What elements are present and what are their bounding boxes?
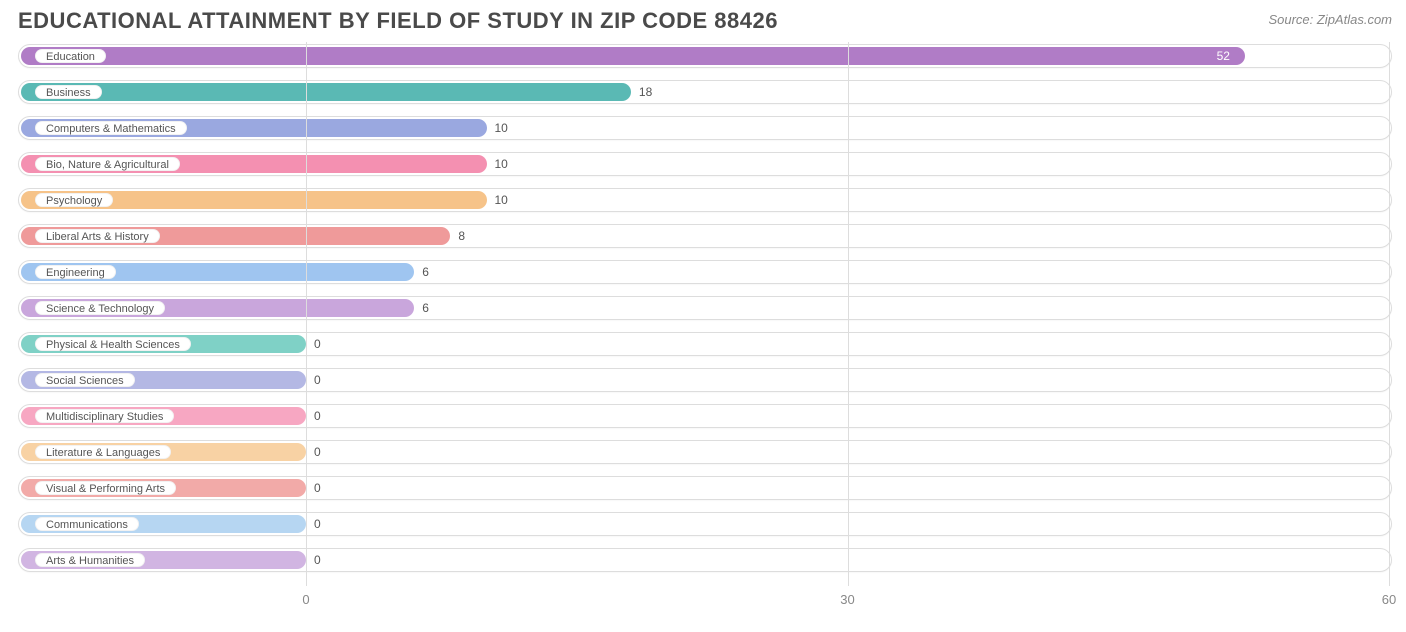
value-label: 10 — [495, 156, 508, 172]
gridline — [848, 42, 849, 586]
x-tick-label: 60 — [1382, 592, 1396, 607]
x-axis: 03060 — [18, 586, 1392, 616]
category-label: Multidisciplinary Studies — [35, 409, 174, 423]
chart-row: Liberal Arts & History 8 — [18, 220, 1392, 252]
category-label: Engineering — [35, 265, 116, 279]
chart-header: EDUCATIONAL ATTAINMENT BY FIELD OF STUDY… — [0, 0, 1406, 38]
chart-title: EDUCATIONAL ATTAINMENT BY FIELD OF STUDY… — [18, 8, 778, 34]
value-label: 8 — [458, 228, 465, 244]
value-label: 6 — [422, 300, 429, 316]
value-label: 0 — [314, 516, 321, 532]
x-tick-label: 0 — [302, 592, 309, 607]
chart-row: Arts & Humanities 0 — [18, 544, 1392, 576]
chart-row: Business 18 — [18, 76, 1392, 108]
chart-row: Multidisciplinary Studies 0 — [18, 400, 1392, 432]
category-label: Computers & Mathematics — [35, 121, 187, 135]
chart-row: Computers & Mathematics 10 — [18, 112, 1392, 144]
chart-source: Source: ZipAtlas.com — [1268, 12, 1392, 27]
category-label: Science & Technology — [35, 301, 165, 315]
chart-row: Bio, Nature & Agricultural 10 — [18, 148, 1392, 180]
gridline — [1389, 42, 1390, 586]
value-label: 0 — [314, 444, 321, 460]
category-label: Literature & Languages — [35, 445, 171, 459]
chart-row: Education 52 — [18, 40, 1392, 72]
category-label: Visual & Performing Arts — [35, 481, 176, 495]
gridline — [306, 42, 307, 586]
chart-row: Literature & Languages 0 — [18, 436, 1392, 468]
chart-bar — [21, 83, 631, 101]
chart-row: Social Sciences 0 — [18, 364, 1392, 396]
value-label: 0 — [314, 336, 321, 352]
value-label: 10 — [495, 120, 508, 136]
category-label: Education — [35, 49, 106, 63]
category-label: Social Sciences — [35, 373, 135, 387]
value-label: 0 — [314, 480, 321, 496]
chart-plot: Education 52 Business 18 Computers & Mathema… — [18, 40, 1392, 584]
category-label: Business — [35, 85, 102, 99]
value-label: 0 — [314, 408, 321, 424]
value-label: 6 — [422, 264, 429, 280]
category-label: Liberal Arts & History — [35, 229, 160, 243]
value-label: 52 — [1217, 48, 1230, 64]
chart-row: Psychology 10 — [18, 184, 1392, 216]
chart-row: Science & Technology 6 — [18, 292, 1392, 324]
chart-row: Physical & Health Sciences 0 — [18, 328, 1392, 360]
chart-row: Communications 0 — [18, 508, 1392, 540]
x-tick-label: 30 — [840, 592, 854, 607]
chart-row: Visual & Performing Arts 0 — [18, 472, 1392, 504]
category-label: Communications — [35, 517, 139, 531]
category-label: Arts & Humanities — [35, 553, 145, 567]
category-label: Bio, Nature & Agricultural — [35, 157, 180, 171]
value-label: 0 — [314, 552, 321, 568]
chart-row: Engineering 6 — [18, 256, 1392, 288]
value-label: 0 — [314, 372, 321, 388]
chart-area: Education 52 Business 18 Computers & Mathema… — [0, 38, 1406, 622]
value-label: 10 — [495, 192, 508, 208]
value-label: 18 — [639, 84, 652, 100]
category-label: Physical & Health Sciences — [35, 337, 191, 351]
category-label: Psychology — [35, 193, 113, 207]
chart-bar — [21, 47, 1245, 65]
